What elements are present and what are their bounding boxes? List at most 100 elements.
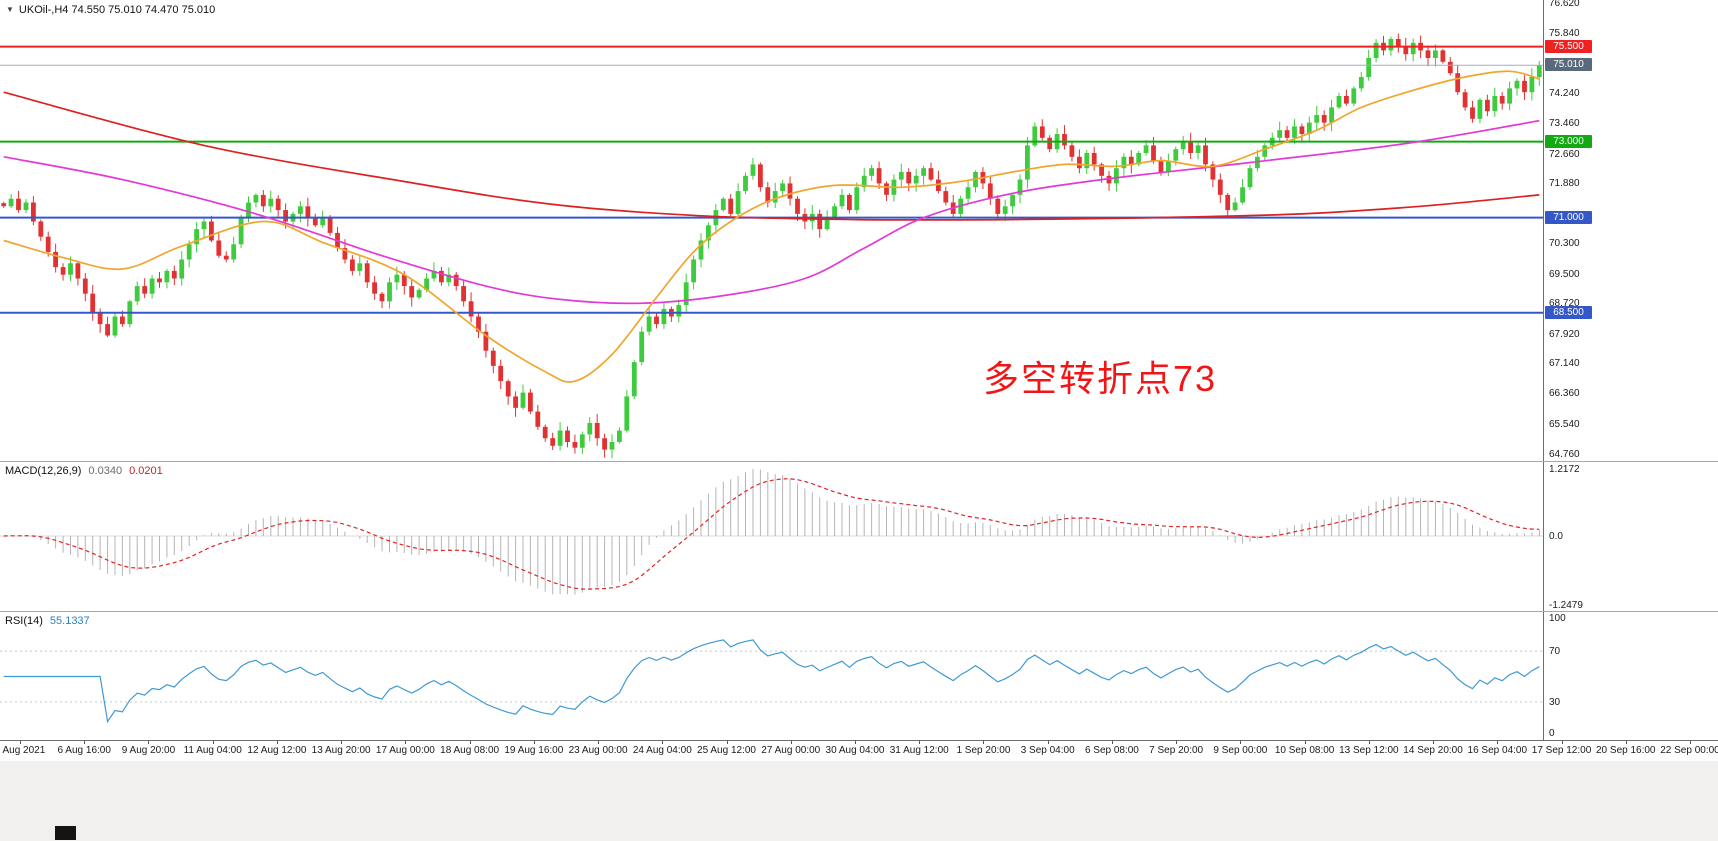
time-label: 19 Aug 16:00 xyxy=(504,745,564,756)
time-tick xyxy=(1368,741,1370,744)
rsi-axis-label: 0 xyxy=(1549,728,1555,739)
time-tick xyxy=(1047,741,1049,744)
rsi-line xyxy=(3,639,1540,724)
panel-divider-macd[interactable] xyxy=(0,461,1718,462)
time-label: 17 Aug 00:00 xyxy=(375,745,435,756)
price-tick-label: 69.500 xyxy=(1549,268,1580,280)
time-tick xyxy=(1433,741,1435,744)
price-axis-separator xyxy=(1543,0,1544,741)
macd-axis-label: -1.2479 xyxy=(1549,600,1583,611)
time-tick xyxy=(1240,741,1242,744)
time-axis[interactable]: 5 Aug 2021 6 Aug 16:00 9 Aug 20:00 11 Aug 0… xyxy=(0,741,1718,761)
time-tick xyxy=(84,741,86,744)
macd-header: MACD(12,26,9) 0.0340 0.0201 xyxy=(5,465,170,477)
time-label: 11 Aug 04:00 xyxy=(183,745,242,756)
time-tick xyxy=(854,741,856,744)
symbol-info: ▼ UKOil-,H4 74.550 75.010 74.470 75.010 xyxy=(6,4,215,16)
time-tick xyxy=(533,741,535,744)
rsi-axis-label: 30 xyxy=(1549,696,1561,708)
macd-label: MACD(12,26,9) xyxy=(5,465,82,477)
price-tick-label: 73.460 xyxy=(1549,118,1580,130)
time-label: 30 Aug 04:00 xyxy=(825,745,885,756)
price-badge: 68.500 xyxy=(1545,305,1592,319)
price-tick-label: 67.140 xyxy=(1549,358,1580,370)
time-tick xyxy=(919,741,921,744)
time-tick xyxy=(20,741,21,744)
price-tick-label: 68.720 xyxy=(1549,298,1580,310)
price-tick-label: 66.360 xyxy=(1549,388,1580,400)
time-tick xyxy=(212,741,214,744)
time-tick xyxy=(405,741,407,744)
time-label: 12 Aug 12:00 xyxy=(247,745,307,756)
ma-line-slow-red xyxy=(3,91,1540,221)
price-badge: 71.000 xyxy=(1545,210,1592,224)
ma-line-fast-orange xyxy=(3,70,1540,383)
price-tick-label: 74.240 xyxy=(1549,88,1580,100)
ma-line-mid-magenta xyxy=(3,119,1540,305)
time-label: 6 Sep 08:00 xyxy=(1084,745,1139,756)
macd-panel-plot[interactable] xyxy=(0,463,1543,611)
time-label: 14 Sep 20:00 xyxy=(1403,745,1463,756)
time-label: 17 Sep 12:00 xyxy=(1531,745,1592,756)
rsi-axis-label: 70 xyxy=(1549,646,1561,658)
time-tick xyxy=(983,741,985,744)
time-tick xyxy=(1625,741,1627,744)
time-label: 24 Aug 04:00 xyxy=(632,745,692,756)
price-tick-label: 67.920 xyxy=(1549,328,1580,340)
time-label: 22 Sep 00:00 xyxy=(1660,745,1718,756)
macd-axis[interactable]: 1.2172 0.0 -1.2479 xyxy=(0,463,1718,611)
time-label: 9 Aug 20:00 xyxy=(121,745,176,756)
time-tick xyxy=(469,741,471,744)
symbol-ohlc-text: UKOil-,H4 74.550 75.010 74.470 75.010 xyxy=(18,4,216,16)
price-tick-label: 65.540 xyxy=(1549,419,1580,431)
rsi-axis[interactable]: 100 70 30 0 xyxy=(0,613,1718,740)
time-label: 3 Sep 04:00 xyxy=(1020,745,1075,756)
macd-histogram xyxy=(10,469,1540,595)
rsi-panel-plot[interactable] xyxy=(0,613,1543,740)
chart-annotation-text[interactable]: 多空转折点73 xyxy=(983,358,1218,399)
time-tick xyxy=(1561,741,1563,744)
rsi-label: RSI(14) xyxy=(5,615,43,627)
time-tick xyxy=(1111,741,1113,744)
macd-signal-line xyxy=(3,478,1540,590)
time-axis-line xyxy=(0,740,1718,741)
panel-divider-rsi[interactable] xyxy=(0,611,1718,612)
time-tick xyxy=(598,741,600,744)
price-badge: 75.500 xyxy=(1545,39,1592,53)
time-label: 16 Sep 04:00 xyxy=(1467,745,1528,756)
bottom-strip xyxy=(0,761,1718,841)
rsi-axis-label: 100 xyxy=(1549,613,1566,624)
macd-axis-label: 0.0 xyxy=(1549,530,1563,542)
price-tick-label: 76.620 xyxy=(1549,0,1580,9)
price-badge: 73.000 xyxy=(1545,134,1592,148)
time-label: 5 Aug 2021 xyxy=(0,745,46,756)
time-label: 25 Aug 12:00 xyxy=(697,745,756,756)
candlestick-chart[interactable] xyxy=(0,0,1543,461)
time-tick xyxy=(148,741,150,744)
macd-axis-label: 1.2172 xyxy=(1549,464,1580,475)
rsi-value: 55.1337 xyxy=(49,615,90,627)
candles-group xyxy=(1,33,1542,459)
time-tick xyxy=(341,741,343,744)
macd-value-main: 0.0340 xyxy=(88,465,123,477)
price-tick-label: 64.760 xyxy=(1549,448,1580,460)
time-tick xyxy=(1689,741,1691,744)
price-axis[interactable]: 76.620 75.840 74.240 73.460 72.660 71.880 70.3… xyxy=(0,0,1718,461)
price-tick-label: 71.880 xyxy=(1549,178,1580,190)
time-label: 18 Aug 08:00 xyxy=(440,745,500,756)
price-tick-label: 75.840 xyxy=(1549,27,1580,39)
time-label: 27 Aug 00:00 xyxy=(761,745,821,756)
time-label: 7 Sep 20:00 xyxy=(1149,745,1204,756)
time-tick xyxy=(276,741,278,744)
time-label: 31 Aug 12:00 xyxy=(889,745,949,756)
time-tick xyxy=(790,741,792,744)
time-tick xyxy=(662,741,664,744)
time-tick xyxy=(726,741,728,744)
time-tick xyxy=(1497,741,1499,744)
time-label: 10 Sep 08:00 xyxy=(1274,745,1335,756)
bottom-dark-rectangle xyxy=(55,826,76,840)
rsi-header: RSI(14) 55.1337 xyxy=(5,615,97,627)
time-label: 13 Sep 12:00 xyxy=(1339,745,1399,756)
time-label: 20 Sep 16:00 xyxy=(1596,745,1656,756)
